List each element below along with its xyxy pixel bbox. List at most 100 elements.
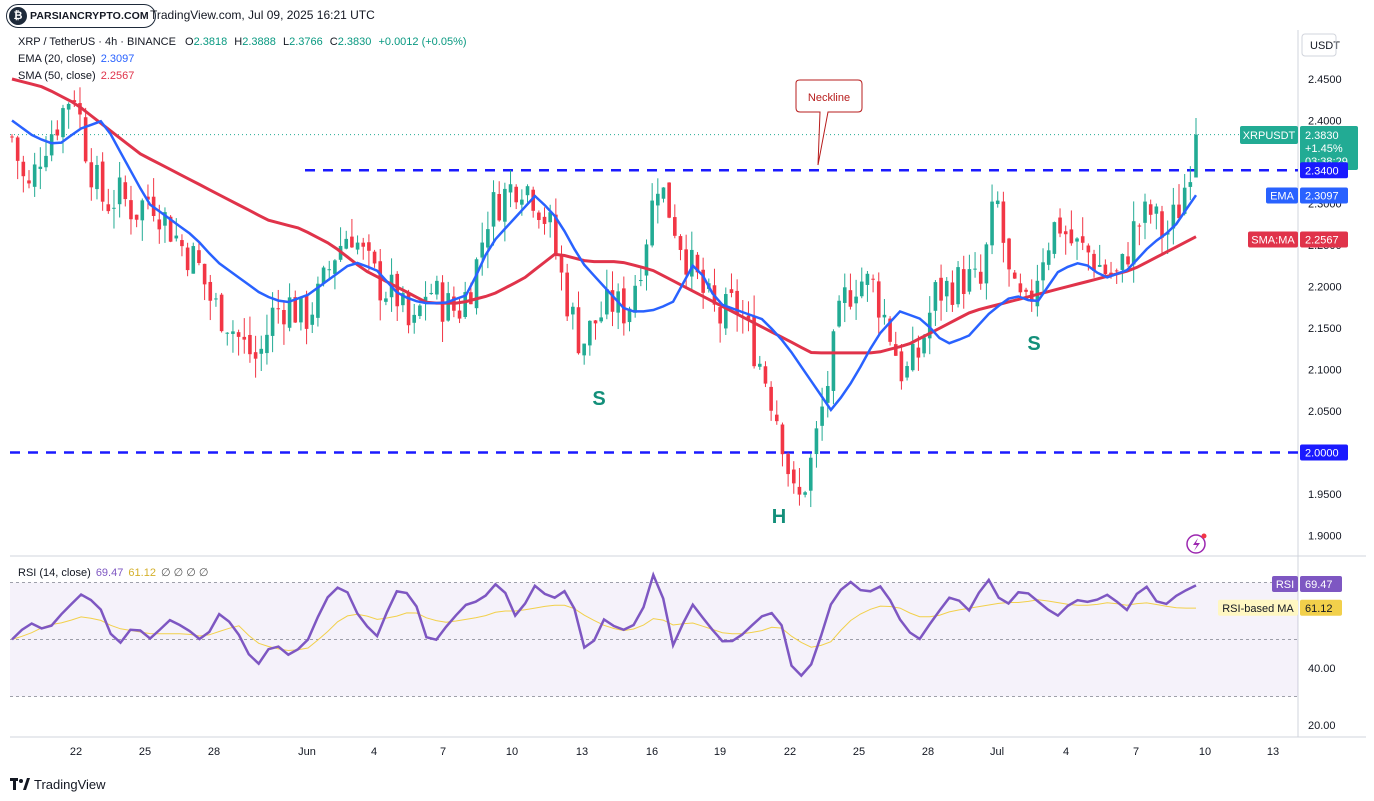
candle-body <box>429 292 434 294</box>
candle-body <box>367 242 371 251</box>
candle-body <box>61 108 65 138</box>
sma-tag-bg <box>1248 231 1298 248</box>
candle-body <box>571 306 575 315</box>
candle-body <box>253 352 258 359</box>
sma-legend-value: 2.2567 <box>100 70 135 82</box>
sma-value-tag-bg <box>1300 231 1348 248</box>
price-tick: 2.4000 <box>1308 116 1342 128</box>
price-tick: 2.4500 <box>1308 74 1342 86</box>
candle-body <box>723 294 728 329</box>
candle-body <box>537 212 541 221</box>
candle-body <box>1080 236 1085 243</box>
candle-body <box>622 288 626 324</box>
time-tick: 28 <box>922 746 934 758</box>
rsi-ma-tag: RSI-based MA <box>1222 603 1294 615</box>
candle-body <box>837 300 841 327</box>
candle-body <box>1069 229 1074 244</box>
ema-20-line <box>11 119 1198 412</box>
last-price-value: 2.3830 <box>1305 130 1339 142</box>
candle-body <box>893 344 898 356</box>
candle-body <box>525 186 530 196</box>
candle-body <box>882 314 887 318</box>
candle-body <box>27 180 31 184</box>
rsi-tick: 20.00 <box>1308 720 1336 732</box>
open-label: O <box>185 36 194 48</box>
candle-body <box>842 287 847 303</box>
level-high-value: 2.3400 <box>1305 165 1339 177</box>
candle-body <box>44 155 48 168</box>
high-label: H <box>234 36 243 48</box>
low-label: L <box>282 36 290 48</box>
candle-body <box>1024 289 1028 292</box>
candle-body <box>757 363 762 367</box>
candle-body <box>667 182 671 218</box>
time-tick: 25 <box>139 746 151 758</box>
candle-body <box>967 269 972 292</box>
sma-tag: SMA:MA <box>1251 234 1295 246</box>
time-tick: 28 <box>208 746 220 758</box>
candle-body <box>508 184 513 193</box>
rsi-legend-label: RSI (14, close) <box>18 567 91 579</box>
candle-body <box>401 293 405 306</box>
candle-body <box>650 200 654 246</box>
footer-brand-text: TradingView <box>34 776 106 792</box>
close-label: C <box>329 36 338 48</box>
candle-body <box>871 278 875 280</box>
candle-body <box>197 250 201 264</box>
ema-value-tag: 2.3097 <box>1305 190 1339 202</box>
candle-body <box>1120 253 1125 270</box>
candle-body <box>695 254 700 273</box>
candle-body <box>316 283 320 318</box>
level-low-value: 2.0000 <box>1305 448 1339 460</box>
candle-body <box>599 317 603 322</box>
left-shoulder-label: S <box>592 388 605 410</box>
candle-body <box>1148 204 1153 215</box>
footer-brand[interactable]: TradingView <box>10 775 106 793</box>
last-change-pct: +1.45% <box>1305 143 1343 155</box>
candle-body <box>89 162 94 188</box>
candle-body <box>1046 250 1051 265</box>
candle-body <box>593 320 598 324</box>
candle-body <box>355 242 360 250</box>
candle-body <box>185 247 190 271</box>
candle-body <box>786 454 790 475</box>
candle-body <box>242 336 247 340</box>
symbol-legend[interactable]: XRP / TetherUS · 4h · BINANCE O2.3818 H2… <box>18 36 467 48</box>
lightning-icon <box>1186 534 1206 554</box>
rsi-value-tag: 69.47 <box>1305 579 1333 591</box>
candle-body <box>168 216 173 242</box>
candle-body <box>276 308 281 310</box>
ema-value-tag-bg <box>1300 187 1348 204</box>
price-tick: 2.1500 <box>1308 323 1342 335</box>
candle-body <box>418 305 422 317</box>
sma-legend-label: SMA (50, close) <box>18 70 96 82</box>
price-tick: 1.9000 <box>1308 531 1342 543</box>
rsi-pane <box>10 571 1298 697</box>
candle-body <box>1097 264 1102 267</box>
candle-body <box>72 100 77 103</box>
candle-body <box>1018 283 1023 293</box>
candle-body <box>950 282 955 305</box>
candle-body <box>984 244 989 284</box>
candle-body <box>927 312 932 339</box>
candle-body <box>248 334 252 355</box>
candle-body <box>287 297 292 328</box>
candle-body <box>876 281 881 318</box>
candle-body <box>661 187 666 199</box>
time-tick: Jun <box>298 746 316 758</box>
candle-body <box>548 212 552 223</box>
rsi-legend[interactable]: RSI (14, close) 69.47 61.12 ∅ ∅ ∅ ∅ <box>18 566 209 579</box>
ema-legend[interactable]: EMA (20, close) 2.3097 <box>18 53 134 65</box>
rsi-legend-value: 69.47 <box>95 567 124 579</box>
time-tick: 13 <box>1267 746 1279 758</box>
symbol-name: XRP / TetherUS · 4h · BINANCE <box>18 36 176 48</box>
candle-body <box>588 320 592 346</box>
candle-body <box>803 492 807 495</box>
sma-legend[interactable]: SMA (50, close) 2.2567 <box>18 70 134 82</box>
header-bar: ₿ PARSIANCRYPTO.COM TradingView.com, Jul… <box>0 0 1374 30</box>
candle-body <box>435 280 439 295</box>
candle-body <box>944 280 949 297</box>
candle-body <box>503 188 507 222</box>
candle-body <box>497 193 501 221</box>
